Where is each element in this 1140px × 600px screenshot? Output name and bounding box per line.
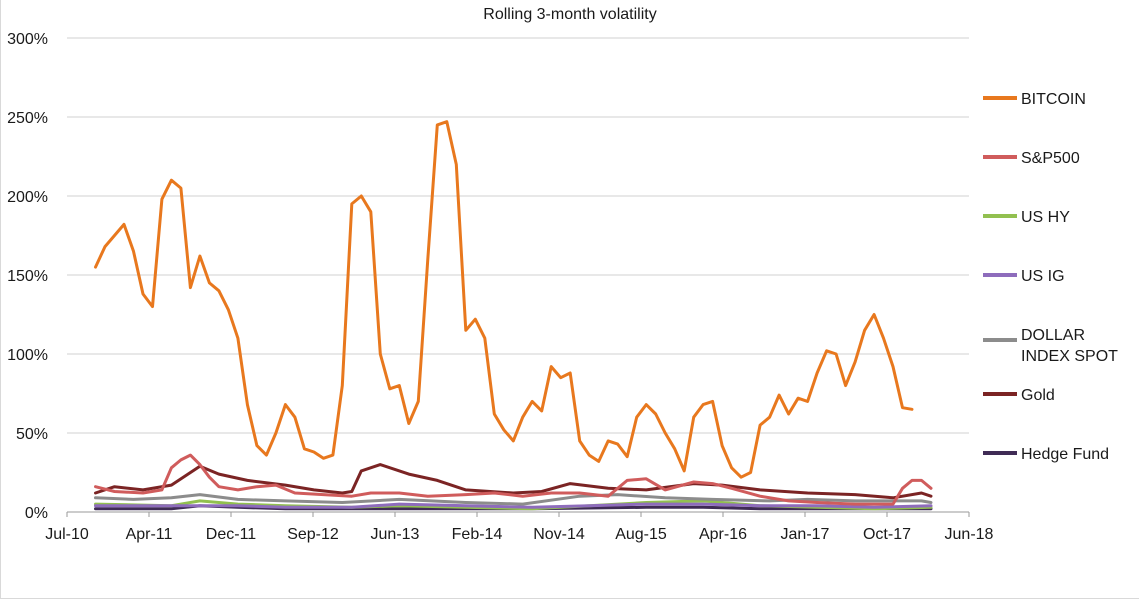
x-tick-label: Jul-10: [45, 526, 89, 543]
y-tick-label: 250%: [7, 110, 48, 127]
legend-label: BITCOIN: [1021, 91, 1086, 108]
x-tick-label: Dec-11: [206, 526, 256, 543]
legend-label: US HY: [1021, 209, 1070, 226]
gridlines: [67, 37, 969, 513]
legend-label: S&P500: [1021, 150, 1080, 167]
legend-label: INDEX SPOT: [1021, 348, 1118, 365]
x-tick-label: Apr-11: [126, 526, 173, 543]
legend-label: US IG: [1021, 268, 1065, 285]
series-line-us-ig: [94, 502, 933, 509]
x-tick-label: Jun-18: [945, 526, 994, 543]
y-axis-ticks: 0% 50% 100% 150% 200% 250% 300%: [7, 31, 48, 522]
x-tick-label: Sep-12: [287, 526, 339, 543]
x-tick-label: Jan-17: [781, 526, 830, 543]
series-line-gold: [94, 463, 933, 500]
x-axis-ticks: Jul-10 Apr-11 Dec-11 Sep-12 Jun-13 Feb-14 Nov-…: [45, 512, 994, 543]
x-tick-label: Nov-14: [533, 526, 585, 543]
series-line-bitcoin: [94, 120, 914, 479]
legend-label: Gold: [1021, 387, 1055, 404]
x-tick-label: Jun-13: [371, 526, 420, 543]
series-line-s-p500: [94, 453, 933, 506]
legend-label: Hedge Fund: [1021, 446, 1109, 463]
y-tick-label: 200%: [7, 189, 48, 206]
y-tick-label: 300%: [7, 31, 48, 48]
y-tick-label: 50%: [16, 426, 48, 443]
y-tick-label: 100%: [7, 347, 48, 364]
series-lines: [94, 120, 933, 511]
chart-title: Rolling 3-month volatility: [483, 6, 656, 23]
x-tick-label: Oct-17: [863, 526, 911, 543]
legend-label: DOLLAR: [1021, 327, 1085, 344]
series-line-dollar-index-spot: [94, 493, 933, 506]
x-tick-label: Aug-15: [615, 526, 667, 543]
y-tick-label: 0%: [25, 505, 48, 522]
legend: BITCOIN S&P500 US HY US IG DOLLAR INDEX SPOT G…: [983, 91, 1118, 463]
x-tick-label: Apr-16: [699, 526, 747, 543]
x-tick-label: Feb-14: [452, 526, 503, 543]
y-tick-label: 150%: [7, 268, 48, 285]
